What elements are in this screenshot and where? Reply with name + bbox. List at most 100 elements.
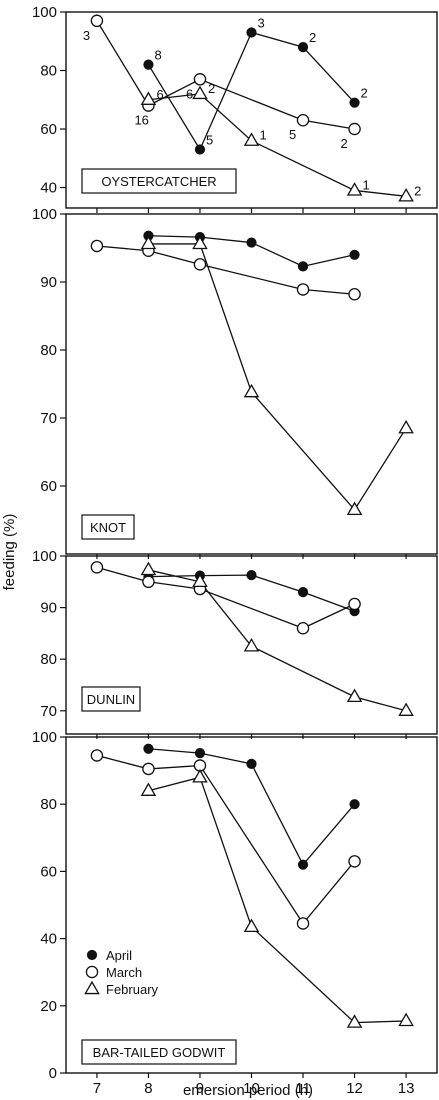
point-february bbox=[192, 235, 208, 250]
point-february bbox=[192, 573, 208, 587]
sample-size-label: 1 bbox=[260, 128, 267, 143]
series-line-march bbox=[96, 566, 355, 629]
point-february bbox=[192, 769, 208, 783]
point-april bbox=[349, 249, 360, 260]
panel-knot: 60 70 80 90 100 KNOT bbox=[32, 206, 438, 559]
sample-size-label: 2 bbox=[208, 81, 215, 96]
sample-size-label: 5 bbox=[289, 127, 296, 142]
point-march bbox=[348, 122, 361, 136]
point-march bbox=[142, 575, 155, 589]
point-april bbox=[349, 799, 360, 810]
point-march bbox=[348, 597, 361, 611]
point-february bbox=[398, 419, 414, 434]
y-tick-label: 60 bbox=[40, 863, 57, 880]
panel-title: KNOT bbox=[90, 520, 126, 535]
sample-size-label: 6 bbox=[156, 87, 163, 102]
point-february bbox=[398, 702, 414, 716]
x-tick-label: 12 bbox=[346, 1080, 363, 1097]
sample-size-label: 16 bbox=[134, 113, 148, 128]
point-april bbox=[143, 59, 154, 70]
y-tick-label: 90 bbox=[40, 600, 57, 617]
x-tick-label: 9 bbox=[196, 1080, 204, 1097]
legend-label-march: March bbox=[106, 965, 142, 980]
sample-size-label: 2 bbox=[414, 183, 421, 198]
legend-marker-february bbox=[84, 980, 100, 995]
point-april bbox=[246, 27, 257, 38]
x-tick-label: 10 bbox=[243, 1080, 260, 1097]
series-line-february bbox=[148, 569, 407, 712]
y-tick-label: 60 bbox=[40, 121, 57, 138]
point-april bbox=[246, 758, 257, 769]
sample-size-label: 2 bbox=[309, 30, 316, 45]
y-tick-label: 40 bbox=[40, 180, 57, 197]
series-line-march bbox=[96, 754, 356, 925]
point-february bbox=[140, 561, 157, 576]
y-tick-label: 40 bbox=[40, 931, 57, 948]
y-tick-label: 70 bbox=[40, 410, 57, 427]
point-march bbox=[296, 917, 310, 930]
point-april bbox=[194, 748, 206, 759]
x-tick-label: 8 bbox=[144, 1080, 152, 1097]
y-tick-label: 0 bbox=[49, 1065, 57, 1082]
panel-title-box bbox=[81, 514, 135, 540]
point-april bbox=[297, 859, 309, 870]
sample-size-label: 1 bbox=[363, 177, 370, 192]
y-tick-label: 100 bbox=[32, 548, 57, 565]
legend-label-february: February bbox=[106, 982, 159, 997]
panel-title-box bbox=[81, 686, 141, 712]
panel-dunlin: 70 80 90 100 DUNLIN bbox=[32, 548, 438, 739]
point-april bbox=[194, 144, 206, 155]
x-tick-label: 11 bbox=[295, 1080, 311, 1097]
panel-frame bbox=[65, 736, 438, 1074]
panel-title: DUNLIN bbox=[87, 692, 135, 707]
panel-title-box bbox=[81, 168, 237, 194]
point-february bbox=[140, 782, 157, 796]
legend-marker-march bbox=[85, 965, 99, 979]
legend-label-april: April bbox=[106, 948, 132, 963]
sample-size-label: 3 bbox=[83, 28, 90, 43]
point-february bbox=[243, 132, 260, 146]
panel-title: OYSTERCATCHER bbox=[101, 174, 216, 189]
point-march bbox=[90, 239, 104, 253]
point-february bbox=[346, 688, 363, 703]
point-march bbox=[193, 258, 207, 271]
point-april bbox=[297, 42, 309, 53]
point-february bbox=[398, 1012, 414, 1027]
point-march bbox=[90, 14, 104, 28]
y-tick-label: 20 bbox=[40, 998, 57, 1015]
point-march bbox=[348, 287, 361, 301]
sample-size-label: 8 bbox=[154, 48, 161, 63]
sample-size-label: 6 bbox=[186, 86, 193, 101]
point-february bbox=[243, 383, 260, 398]
panel-title-box bbox=[81, 1039, 237, 1065]
series-line-march bbox=[96, 245, 355, 295]
y-tick-label: 80 bbox=[40, 796, 57, 813]
y-tick-label: 80 bbox=[40, 342, 57, 359]
y-tick-label: 90 bbox=[40, 274, 57, 291]
point-march bbox=[296, 113, 310, 127]
y-axis-label: feeding (%) bbox=[1, 514, 18, 591]
y-tick-label: 60 bbox=[40, 478, 57, 495]
x-axis-label: emersion period (h) bbox=[183, 1082, 313, 1099]
point-march bbox=[90, 561, 104, 574]
sample-size-label: 3 bbox=[258, 15, 265, 30]
point-february bbox=[346, 182, 363, 196]
sample-size-label: 5 bbox=[206, 132, 213, 147]
x-tick-label: 7 bbox=[93, 1080, 101, 1097]
legend-marker-april bbox=[86, 949, 98, 961]
y-tick-label: 70 bbox=[40, 703, 57, 720]
series-line-april bbox=[147, 31, 356, 151]
legend: April March February bbox=[84, 948, 159, 997]
point-february bbox=[398, 187, 414, 202]
point-april bbox=[143, 743, 154, 754]
point-april bbox=[297, 587, 309, 598]
point-march bbox=[90, 749, 104, 762]
point-february bbox=[346, 501, 363, 515]
point-march bbox=[142, 762, 155, 776]
point-april bbox=[297, 261, 309, 272]
point-february bbox=[192, 85, 208, 100]
point-march bbox=[296, 283, 310, 296]
